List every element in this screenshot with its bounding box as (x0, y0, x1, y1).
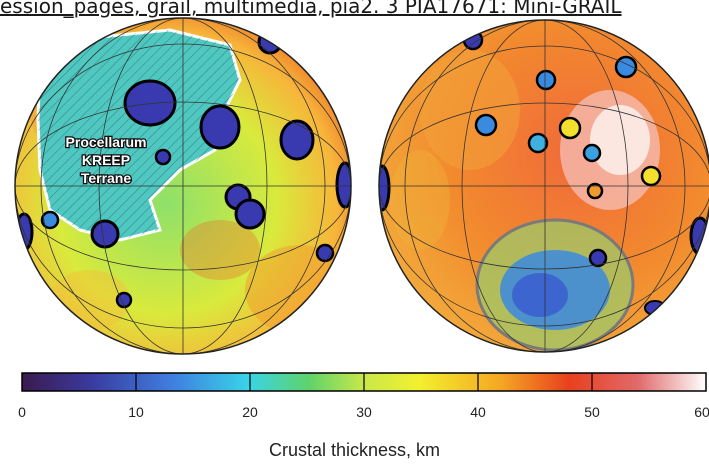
colorbar-tick-30: 30 (356, 404, 372, 420)
nearside-graticule (15, 18, 351, 354)
crater-serenitatis (199, 104, 241, 150)
terrane-label-line-3: Terrane (81, 170, 132, 186)
terrane-label-line-2: KREEP (82, 152, 130, 168)
colorbar (21, 372, 707, 392)
farside-hemisphere (378, 19, 709, 353)
colorbar-tick-50: 50 (584, 404, 600, 420)
colorbar-tick-10: 10 (128, 404, 144, 420)
crater-crisium (279, 119, 315, 161)
source-banner: ession_pages, grail, multimedia, pia2. 3… (0, 0, 622, 18)
colorbar-title: Crustal thickness, km (268, 440, 441, 460)
colorbar-tick-0: 0 (18, 404, 26, 420)
colorbar-tick-20: 20 (242, 404, 258, 420)
colorbar-tick-marks (135, 373, 593, 391)
terrane-label-line-1: Procellarum (66, 134, 147, 150)
farside-graticule (379, 20, 709, 352)
crater-imbrium (123, 79, 177, 127)
colorbar-tick-60: 60 (694, 404, 709, 420)
colorbar-tick-40: 40 (470, 404, 486, 420)
nearside-hemisphere: Procellarum KREEP Terrane (14, 17, 352, 355)
